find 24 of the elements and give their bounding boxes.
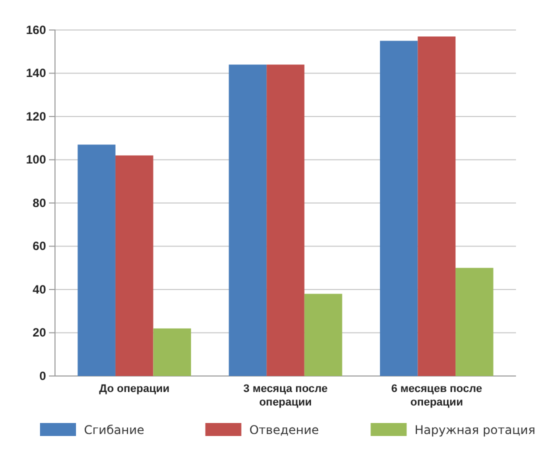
y-tick-label: 120: [26, 109, 46, 124]
bar: [380, 40, 418, 376]
y-tick-label: 40: [32, 282, 46, 296]
bar: [115, 155, 154, 376]
legend-label: Сгибание: [84, 423, 144, 437]
bar: [228, 64, 267, 376]
bar: [418, 36, 456, 376]
x-tick-label: 6 месяцев после операции: [391, 383, 482, 408]
bar: [266, 64, 304, 376]
y-tick-label: 100: [26, 152, 46, 167]
y-tick-label: 140: [26, 66, 46, 80]
x-tick-label: 3 месяца после операции: [243, 383, 328, 408]
bar: [78, 144, 116, 376]
x-tick-label: До операции: [99, 383, 170, 396]
legend-label: Отведение: [249, 423, 319, 437]
y-tick-label: 0: [39, 368, 46, 383]
y-tick-label: 20: [32, 326, 46, 340]
y-tick-label: 80: [32, 196, 46, 210]
y-tick-label: 60: [32, 239, 46, 254]
y-tick-label: 160: [26, 22, 46, 37]
bar: [456, 268, 494, 376]
bar: [153, 328, 192, 376]
bar: [304, 294, 342, 376]
legend-label: Наружная ротация: [414, 423, 536, 437]
